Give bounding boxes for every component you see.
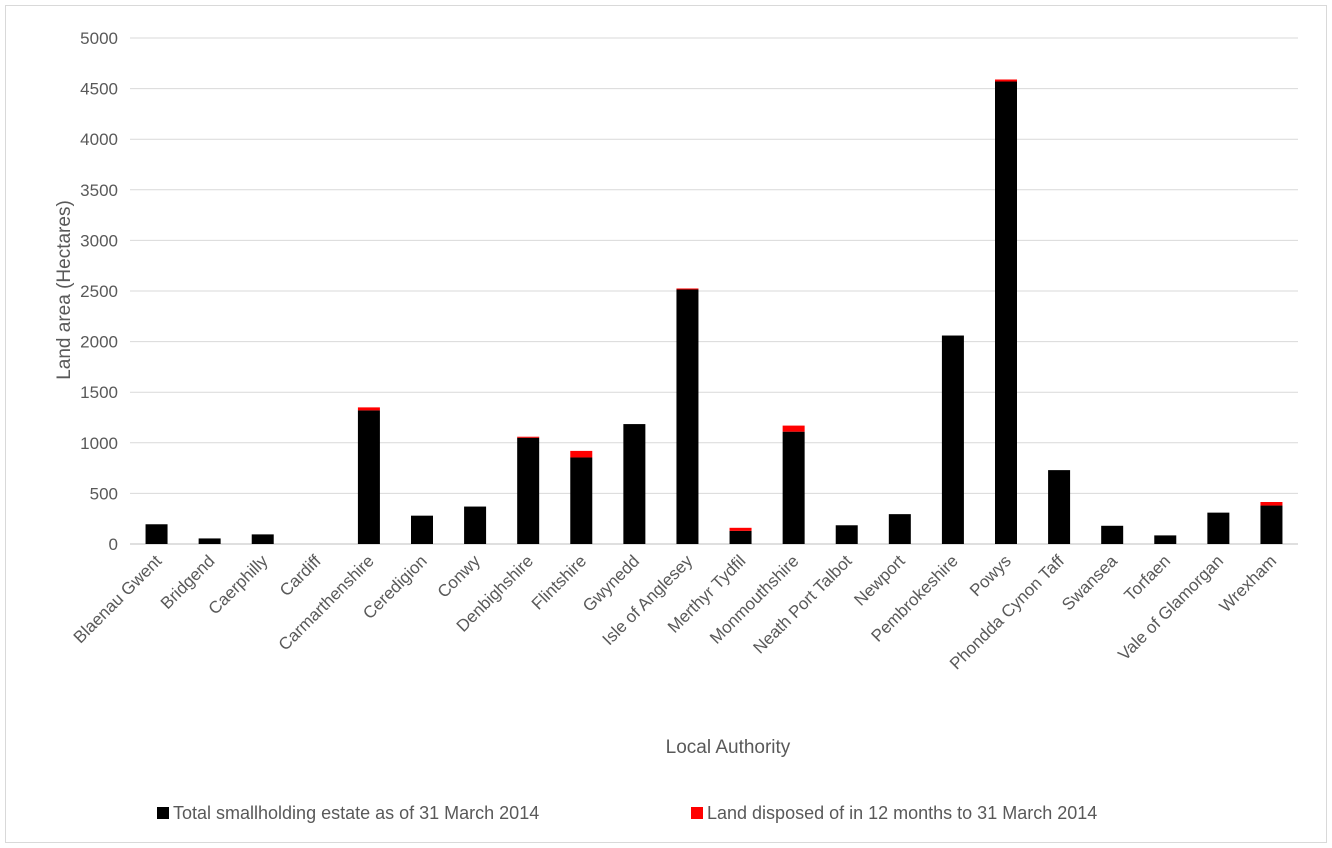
legend-swatch-disposed: [691, 807, 703, 819]
legend-label-total: Total smallholding estate as of 31 March…: [173, 803, 539, 823]
bar-land-disposed: [570, 450, 593, 458]
gridlines: [130, 37, 1298, 545]
bar-total-estate: [251, 534, 274, 544]
legend-item-total: Total smallholding estate as of 31 March…: [157, 803, 539, 823]
x-tick-label: Vale of Glamorgan: [1114, 551, 1227, 664]
y-tick-label: 1000: [80, 434, 118, 453]
bar-land-disposed: [357, 407, 380, 411]
bar-total-estate: [1048, 470, 1071, 544]
bar-land-disposed: [995, 79, 1017, 82]
bar-total-estate: [676, 289, 699, 544]
bar-total-estate: [782, 431, 805, 544]
y-tick-label: 4000: [80, 130, 118, 149]
bar-total-estate: [623, 424, 646, 544]
x-tick-label: Torfaen: [1121, 551, 1175, 605]
y-axis-title: Land area (Hectares): [54, 200, 75, 380]
y-tick-label: 500: [90, 484, 118, 503]
y-tick-label: 1500: [80, 383, 118, 402]
y-tick-label: 5000: [80, 29, 118, 48]
bar-total-estate: [729, 530, 752, 544]
x-tick-label: Powys: [966, 551, 1015, 600]
bar-total-estate: [1207, 512, 1230, 544]
bar-total-estate: [888, 514, 911, 544]
bar-total-estate: [198, 538, 221, 544]
bar-land-disposed: [676, 288, 699, 290]
y-tick-label: 4500: [80, 80, 118, 99]
bar-total-estate: [517, 437, 540, 544]
y-tick-label: 3000: [80, 231, 118, 250]
x-tick-label: Carmarthenshire: [275, 551, 378, 654]
y-tick-label: 3500: [80, 181, 118, 200]
x-tick-label: Conwy: [434, 551, 485, 602]
bar-total-estate: [357, 410, 380, 544]
bar-total-estate: [1101, 525, 1124, 544]
legend-swatch-total: [157, 807, 169, 819]
bar-land-disposed: [1260, 502, 1283, 506]
bar-total-estate: [1154, 535, 1177, 544]
bar-total-estate: [145, 524, 168, 544]
bar-land-disposed: [782, 425, 805, 432]
x-tick-label: Neath Port Talbot: [749, 551, 855, 657]
x-tick-label: Wrexham: [1216, 551, 1281, 616]
y-tick-label: 2500: [80, 282, 118, 301]
bar-total-estate: [464, 506, 487, 544]
bar-total-estate: [941, 335, 964, 544]
bar-land-disposed: [517, 436, 540, 438]
x-tick-label: Swansea: [1058, 551, 1121, 614]
bar-total-estate: [1260, 505, 1283, 544]
bar-land-disposed: [729, 527, 752, 531]
bar-total-estate: [835, 525, 858, 544]
legend-item-disposed: Land disposed of in 12 months to 31 Marc…: [691, 803, 1097, 823]
x-axis-title: Local Authority: [666, 737, 791, 758]
legend: Total smallholding estate as of 31 March…: [157, 803, 1097, 823]
y-axis-ticks: 0 500 1000 1500 2000 2500 3000 3500 4000 4500 5000: [80, 29, 118, 554]
y-tick-label: 2000: [80, 333, 118, 352]
y-tick-label: 0: [109, 535, 118, 554]
x-tick-label: Blaenau Gwent: [70, 551, 166, 647]
bar-total-estate: [411, 515, 433, 544]
bars: [145, 79, 1283, 545]
chart-frame: [5, 5, 1327, 843]
x-tick-label: Cardiff: [276, 551, 325, 600]
x-tick-label: Isle of Anglesey: [599, 551, 697, 649]
bar-total-estate: [995, 81, 1017, 545]
bar-total-estate: [570, 457, 593, 544]
legend-label-disposed: Land disposed of in 12 months to 31 Marc…: [707, 803, 1097, 823]
